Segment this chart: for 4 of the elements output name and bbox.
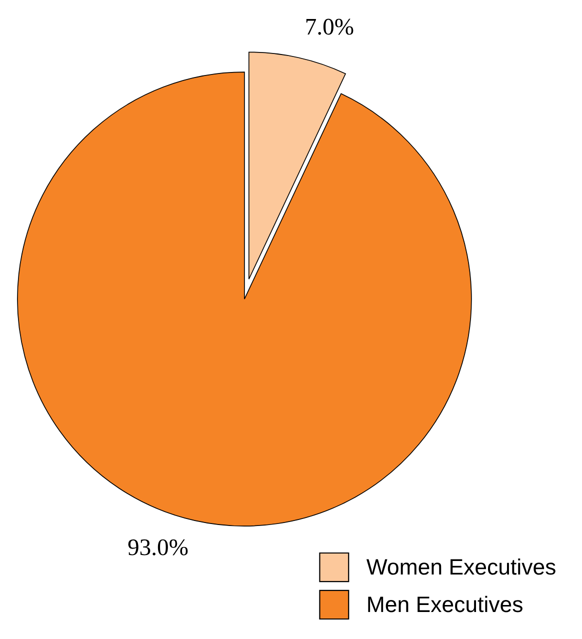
data-label: 93.0% <box>128 539 188 556</box>
data-label: 7.0% <box>306 18 354 35</box>
legend-label: Men Executives <box>368 596 522 612</box>
legend-label: Women Executives <box>366 558 556 575</box>
